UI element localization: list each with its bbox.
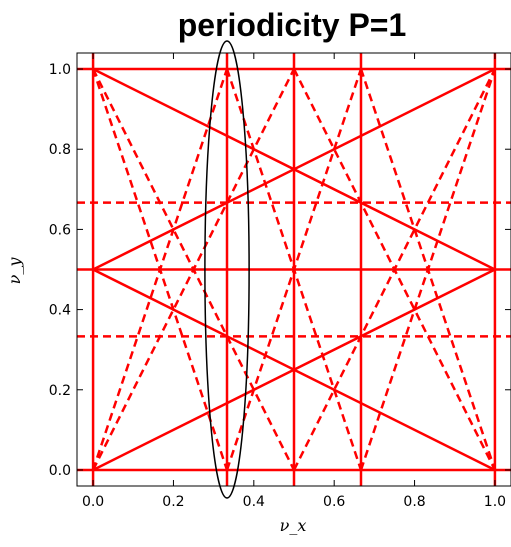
- x-tick-label: 0.4: [243, 494, 265, 510]
- dashed-resonance-line: [91, 68, 296, 471]
- highlight-ellipse: [204, 40, 250, 499]
- x-tick-label: 0.2: [162, 494, 184, 510]
- dashed-resonance-line: [359, 68, 497, 471]
- y-tick-label: 1.0: [49, 62, 71, 78]
- axis-ticks: 0.0 0.2 0.4 0.6 0.8 1.0 0.0 0.2 0.4 0.6 0.8 1.0: [49, 53, 511, 510]
- highlight-annotation: [204, 40, 250, 499]
- y-tick-label: 0.8: [49, 142, 71, 158]
- chart-title: periodicity P=1: [178, 7, 407, 43]
- solid-resonance-line: [92, 67, 496, 271]
- y-tick-label: 0.4: [49, 303, 71, 319]
- y-tick-label: 0.6: [49, 222, 71, 238]
- x-axis-label: ν_x: [280, 516, 307, 535]
- x-tick-label: 1.0: [484, 494, 506, 510]
- resonance-lines: [77, 53, 511, 486]
- y-tick-label: 0.0: [49, 463, 71, 479]
- x-tick-label: 0.6: [323, 494, 345, 510]
- dashed-resonance-line: [292, 68, 497, 471]
- dashed-resonance-line: [91, 68, 229, 471]
- solid-resonance-line: [92, 268, 496, 472]
- x-tick-label: 0.0: [82, 494, 104, 510]
- x-tick-label: 0.8: [403, 494, 425, 510]
- y-axis-label: ν_y: [5, 257, 24, 285]
- plot-frame: [76, 52, 511, 487]
- dashed-resonance-line: [225, 68, 363, 471]
- y-tick-label: 0.2: [49, 383, 71, 399]
